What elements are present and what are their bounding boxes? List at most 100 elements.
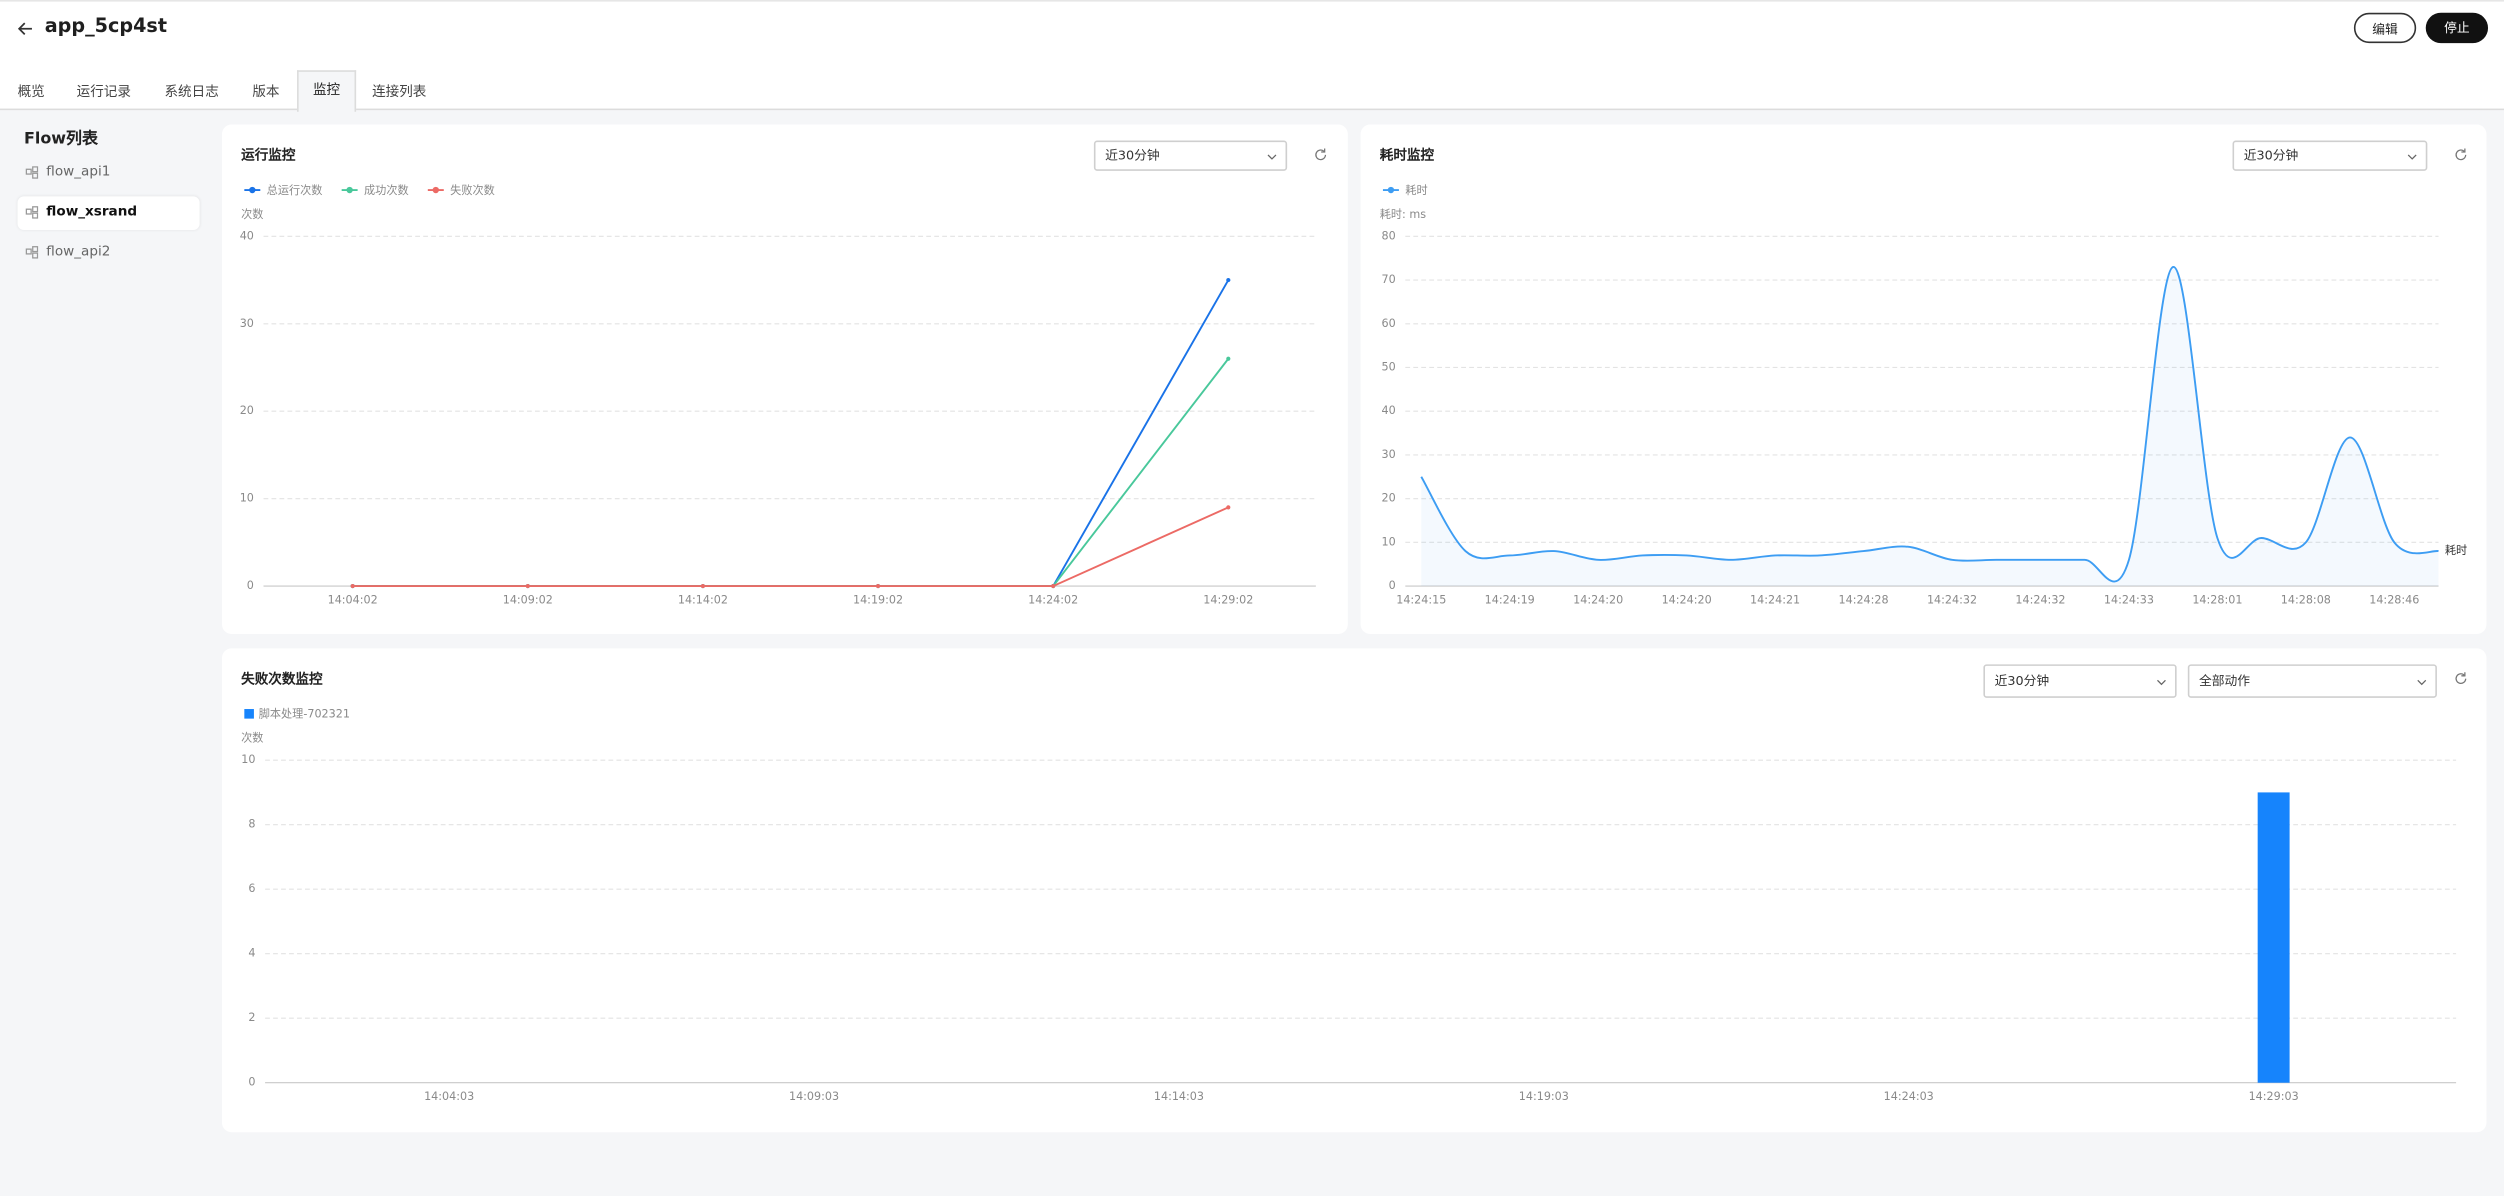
x-tick-label: 14:19:03 — [1519, 1090, 1569, 1103]
x-tick-label: 14:29:03 — [2249, 1090, 2299, 1103]
point — [1226, 356, 1231, 361]
select-text: 全部动作 — [2198, 673, 2251, 689]
tab[interactable]: 概览 — [17, 84, 45, 101]
point — [1051, 584, 1056, 589]
edit-button[interactable]: 编辑 — [2353, 12, 2417, 44]
legend-label: 耗时 — [1405, 184, 1427, 197]
x-tick-label: 14:24:03 — [1884, 1090, 1934, 1103]
refresh-button[interactable] — [1313, 147, 1329, 163]
y-tick-label: 10 — [240, 492, 254, 505]
x-tick-label: 14:14:03 — [1154, 1090, 1204, 1103]
legend-label: 失败次数 — [450, 183, 495, 197]
legend-dot — [432, 186, 439, 194]
tab-active[interactable]: 监控 — [297, 70, 357, 112]
time-select[interactable]: 近30分钟 — [1983, 664, 2177, 698]
x-tick-label: 14:09:02 — [503, 593, 553, 606]
legend-dot — [346, 186, 353, 194]
x-tick-label: 14:28:08 — [2281, 593, 2331, 606]
y-tick-label: 40 — [1382, 404, 1396, 417]
action-select[interactable]: 全部动作 — [2187, 664, 2437, 698]
x-tick-label: 14:19:02 — [853, 593, 903, 606]
x-tick-label: 14:28:01 — [2192, 593, 2242, 606]
y-tick-label: 20 — [1382, 492, 1396, 505]
x-tick-label: 14:24:15 — [1396, 593, 1446, 606]
back-arrow[interactable] — [16, 19, 35, 38]
refresh-button[interactable] — [2453, 671, 2469, 687]
y-tick-label: 2 — [248, 1011, 255, 1024]
legend-label: 成功次数 — [364, 183, 409, 197]
y-tick-label: 10 — [1382, 535, 1396, 548]
y-tick-label: 70 — [1382, 273, 1396, 286]
y-tick-label: 30 — [1382, 448, 1396, 461]
x-tick-label: 14:24:02 — [1028, 593, 1078, 606]
refresh-button[interactable] — [2453, 147, 2469, 163]
flow-icons — [25, 166, 39, 259]
y-tick-label: 50 — [1382, 360, 1396, 373]
select-text: 近30分钟 — [2243, 148, 2299, 163]
y-axis-name: 耗时: ms — [1380, 208, 1426, 221]
time-select[interactable]: 近30分钟 — [1093, 140, 1288, 171]
chart-card: 耗时 耗时: ms 0 10 20 30 40 50 60 70 80 14:24:15 14:24:1… — [1360, 124, 2487, 634]
y-tick-label: 6 — [248, 882, 255, 895]
x-tick-label: 14:24:19 — [1485, 593, 1535, 606]
x-tick-label: 14:28:46 — [2369, 593, 2419, 606]
line — [352, 279, 1230, 588]
series-end-label: 耗时 — [2445, 544, 2467, 557]
legend-swatch — [244, 709, 254, 719]
bar — [2257, 792, 2290, 1083]
chart-title: 运行监控 — [241, 148, 296, 165]
y-tick-label: 20 — [240, 404, 254, 417]
y-tick-label: 4 — [248, 947, 255, 960]
point — [350, 584, 355, 589]
y-tick-label: 0 — [1389, 579, 1396, 592]
tab[interactable]: 连接列表 — [372, 84, 427, 101]
x-tick-label: 14:24:20 — [1573, 593, 1623, 606]
time-select[interactable]: 近30分钟 — [2232, 140, 2428, 171]
legend-label: 总运行次数 — [267, 183, 323, 197]
point — [875, 584, 881, 589]
x-tick-label: 14:29:02 — [1203, 593, 1253, 606]
y-tick-label: 8 — [248, 818, 255, 831]
y-tick-label: 60 — [1382, 317, 1396, 330]
top-bar — [0, 0, 2504, 111]
x-tick-label: 14:24:28 — [1839, 593, 1889, 606]
legend-dot — [1387, 186, 1395, 194]
y-tick-label: 30 — [240, 317, 254, 330]
point — [525, 584, 530, 589]
x-tick-label: 14:24:33 — [2104, 593, 2154, 606]
app-title: app_5cp4st — [44, 14, 167, 37]
x-tick-label: 14:04:03 — [424, 1090, 474, 1103]
flow-item[interactable]: flow_api1 — [46, 164, 111, 181]
y-tick-label: 80 — [1382, 229, 1396, 242]
x-tick-label: 14:14:02 — [678, 593, 728, 606]
chart-title: 耗时监控 — [1379, 148, 1435, 165]
tab[interactable]: 系统日志 — [164, 84, 219, 101]
point — [1226, 505, 1231, 510]
select-text: 近30分钟 — [1105, 148, 1160, 163]
line — [1420, 265, 2439, 583]
legend-label: 脚本处理-702321 — [259, 707, 350, 721]
sidebar-title: Flow列表 — [23, 130, 99, 149]
flow-item-selected[interactable]: flow_xsrand — [17, 196, 200, 230]
point — [1226, 277, 1231, 283]
x-tick-label: 14:24:20 — [1662, 593, 1712, 606]
chart: 脚本处理-702321 次数 0 2 4 6 8 10 14:04:03 14:09:03 14:1… — [241, 707, 2457, 1103]
select-text: 近30分钟 — [1994, 673, 2050, 689]
chart-card: 脚本处理-702321 次数 0 2 4 6 8 10 14:04:03 14:09:03 14:1… — [221, 648, 2487, 1133]
point — [700, 584, 705, 589]
flow-item[interactable]: flow_api2 — [46, 244, 111, 261]
y-tick-label: 10 — [241, 753, 255, 766]
y-tick-label: 40 — [240, 229, 254, 242]
area — [1421, 266, 2439, 587]
tab[interactable]: 运行记录 — [76, 84, 131, 101]
stop-button[interactable]: 停止 — [2425, 12, 2489, 44]
chart-card: 总运行次数 成功次数 失败次数 次数 0 10 20 30 40 14:04:02 14:09:02… — [221, 124, 1348, 634]
line — [352, 506, 1229, 588]
tab[interactable]: 版本 — [252, 84, 280, 101]
y-axis-name: 次数 — [241, 731, 263, 745]
x-tick-label: 14:24:32 — [1927, 593, 1977, 606]
